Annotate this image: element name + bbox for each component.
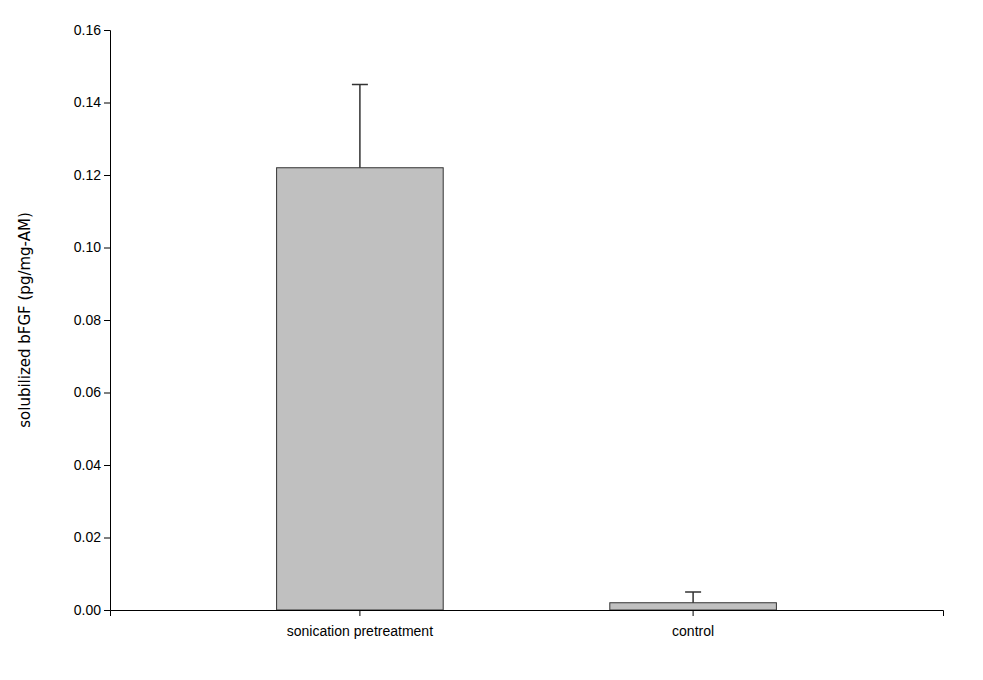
tick-mark bbox=[104, 465, 110, 466]
tick: control bbox=[672, 610, 714, 639]
tick: 0.16 bbox=[74, 22, 110, 38]
tick-mark bbox=[104, 320, 110, 321]
tick-label: 0.10 bbox=[74, 239, 101, 255]
tick: 0.00 bbox=[74, 602, 110, 618]
tick-label: 0.16 bbox=[74, 22, 101, 38]
x-axis: sonication pretreatment control bbox=[111, 610, 944, 639]
tick-mark bbox=[104, 538, 110, 539]
tick: 0.10 bbox=[74, 239, 110, 255]
tick-label: control bbox=[672, 623, 714, 639]
tick: 0.04 bbox=[74, 457, 110, 473]
tick-mark bbox=[104, 103, 110, 104]
tick-label: 0.12 bbox=[74, 167, 101, 183]
tick-mark bbox=[359, 610, 360, 616]
tick-label: 0.04 bbox=[74, 457, 101, 473]
chart: sonication pretreatmentcontrol0.000.020.… bbox=[0, 0, 983, 680]
tick: sonication pretreatment bbox=[287, 610, 433, 639]
tick-label: 0.08 bbox=[74, 312, 101, 328]
tick: 0.08 bbox=[74, 312, 110, 328]
bar bbox=[277, 168, 444, 610]
tick-label: 0.14 bbox=[74, 94, 101, 110]
tick-mark bbox=[104, 248, 110, 249]
tick-label: 0.06 bbox=[74, 384, 101, 400]
axis-line bbox=[104, 31, 111, 611]
tick-label: 0.00 bbox=[74, 602, 101, 618]
tick-label: sonication pretreatment bbox=[287, 623, 433, 639]
tick-mark bbox=[104, 393, 110, 394]
marks bbox=[277, 84, 777, 610]
y-axis: 0.00 0.02 0.04 0.06 0.08 0.10 0.12 0.14 0.16 bbox=[74, 22, 111, 618]
y-axis-title: solubilized bFGF (pg/mg-AM) bbox=[16, 212, 34, 427]
axis-line bbox=[111, 611, 944, 617]
tick-mark bbox=[693, 610, 694, 616]
error-bar bbox=[352, 84, 368, 167]
tick: 0.12 bbox=[74, 167, 110, 183]
tick: 0.14 bbox=[74, 94, 110, 110]
tick-mark bbox=[104, 175, 110, 176]
error-bar bbox=[685, 592, 701, 603]
tick-mark bbox=[104, 610, 110, 611]
tick: 0.02 bbox=[74, 529, 110, 545]
tick: 0.06 bbox=[74, 384, 110, 400]
plot: sonication pretreatmentcontrol0.000.020.… bbox=[74, 22, 944, 639]
tick-mark bbox=[104, 30, 110, 31]
tick-label: 0.02 bbox=[74, 529, 101, 545]
bar bbox=[610, 603, 777, 610]
